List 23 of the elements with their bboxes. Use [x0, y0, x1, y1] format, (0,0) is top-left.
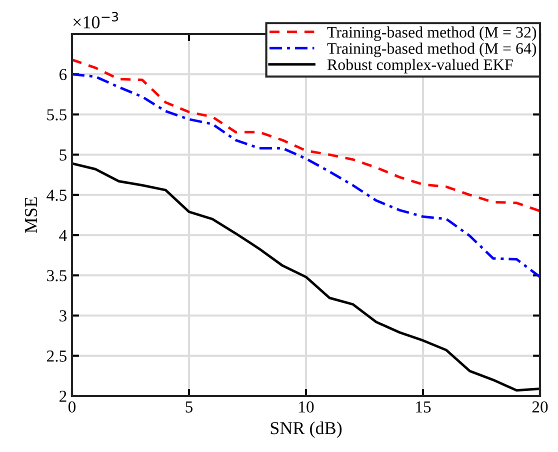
line-series [72, 162, 540, 392]
legend-label: Training-based method (M = 32) [327, 26, 536, 41]
y-tick-label: 3 [60, 310, 66, 322]
legend-label: Robust complex-valued EKF [327, 58, 513, 74]
legend-label: Training-based method (M = 64) [327, 42, 536, 58]
y-tick-label: 3.5 [47, 270, 66, 282]
x-tick-label: 10 [299, 401, 314, 413]
line-series [72, 72, 540, 278]
y-tick-label: 4 [59, 230, 67, 241]
y-axis-title: MSE [24, 197, 38, 234]
y-tick-label: 5.5 [47, 109, 66, 120]
x-tick-label: 20 [532, 401, 548, 413]
x-tick-label: 15 [416, 401, 431, 413]
x-tick-label: 5 [186, 402, 193, 413]
text: ×10$^{−3}$ [73, 12, 118, 28]
x-axis-title: SNR (dB) [270, 422, 342, 438]
line-series [72, 58, 540, 212]
y-tick-label: 6 [60, 68, 67, 80]
y-tick-label: 4.5 [46, 190, 66, 201]
y-tick-label: 5 [60, 150, 66, 161]
y-tick-label: 2.5 [47, 350, 66, 362]
x-tick-label: 0 [68, 401, 76, 413]
y-tick-label: 2 [60, 390, 66, 402]
